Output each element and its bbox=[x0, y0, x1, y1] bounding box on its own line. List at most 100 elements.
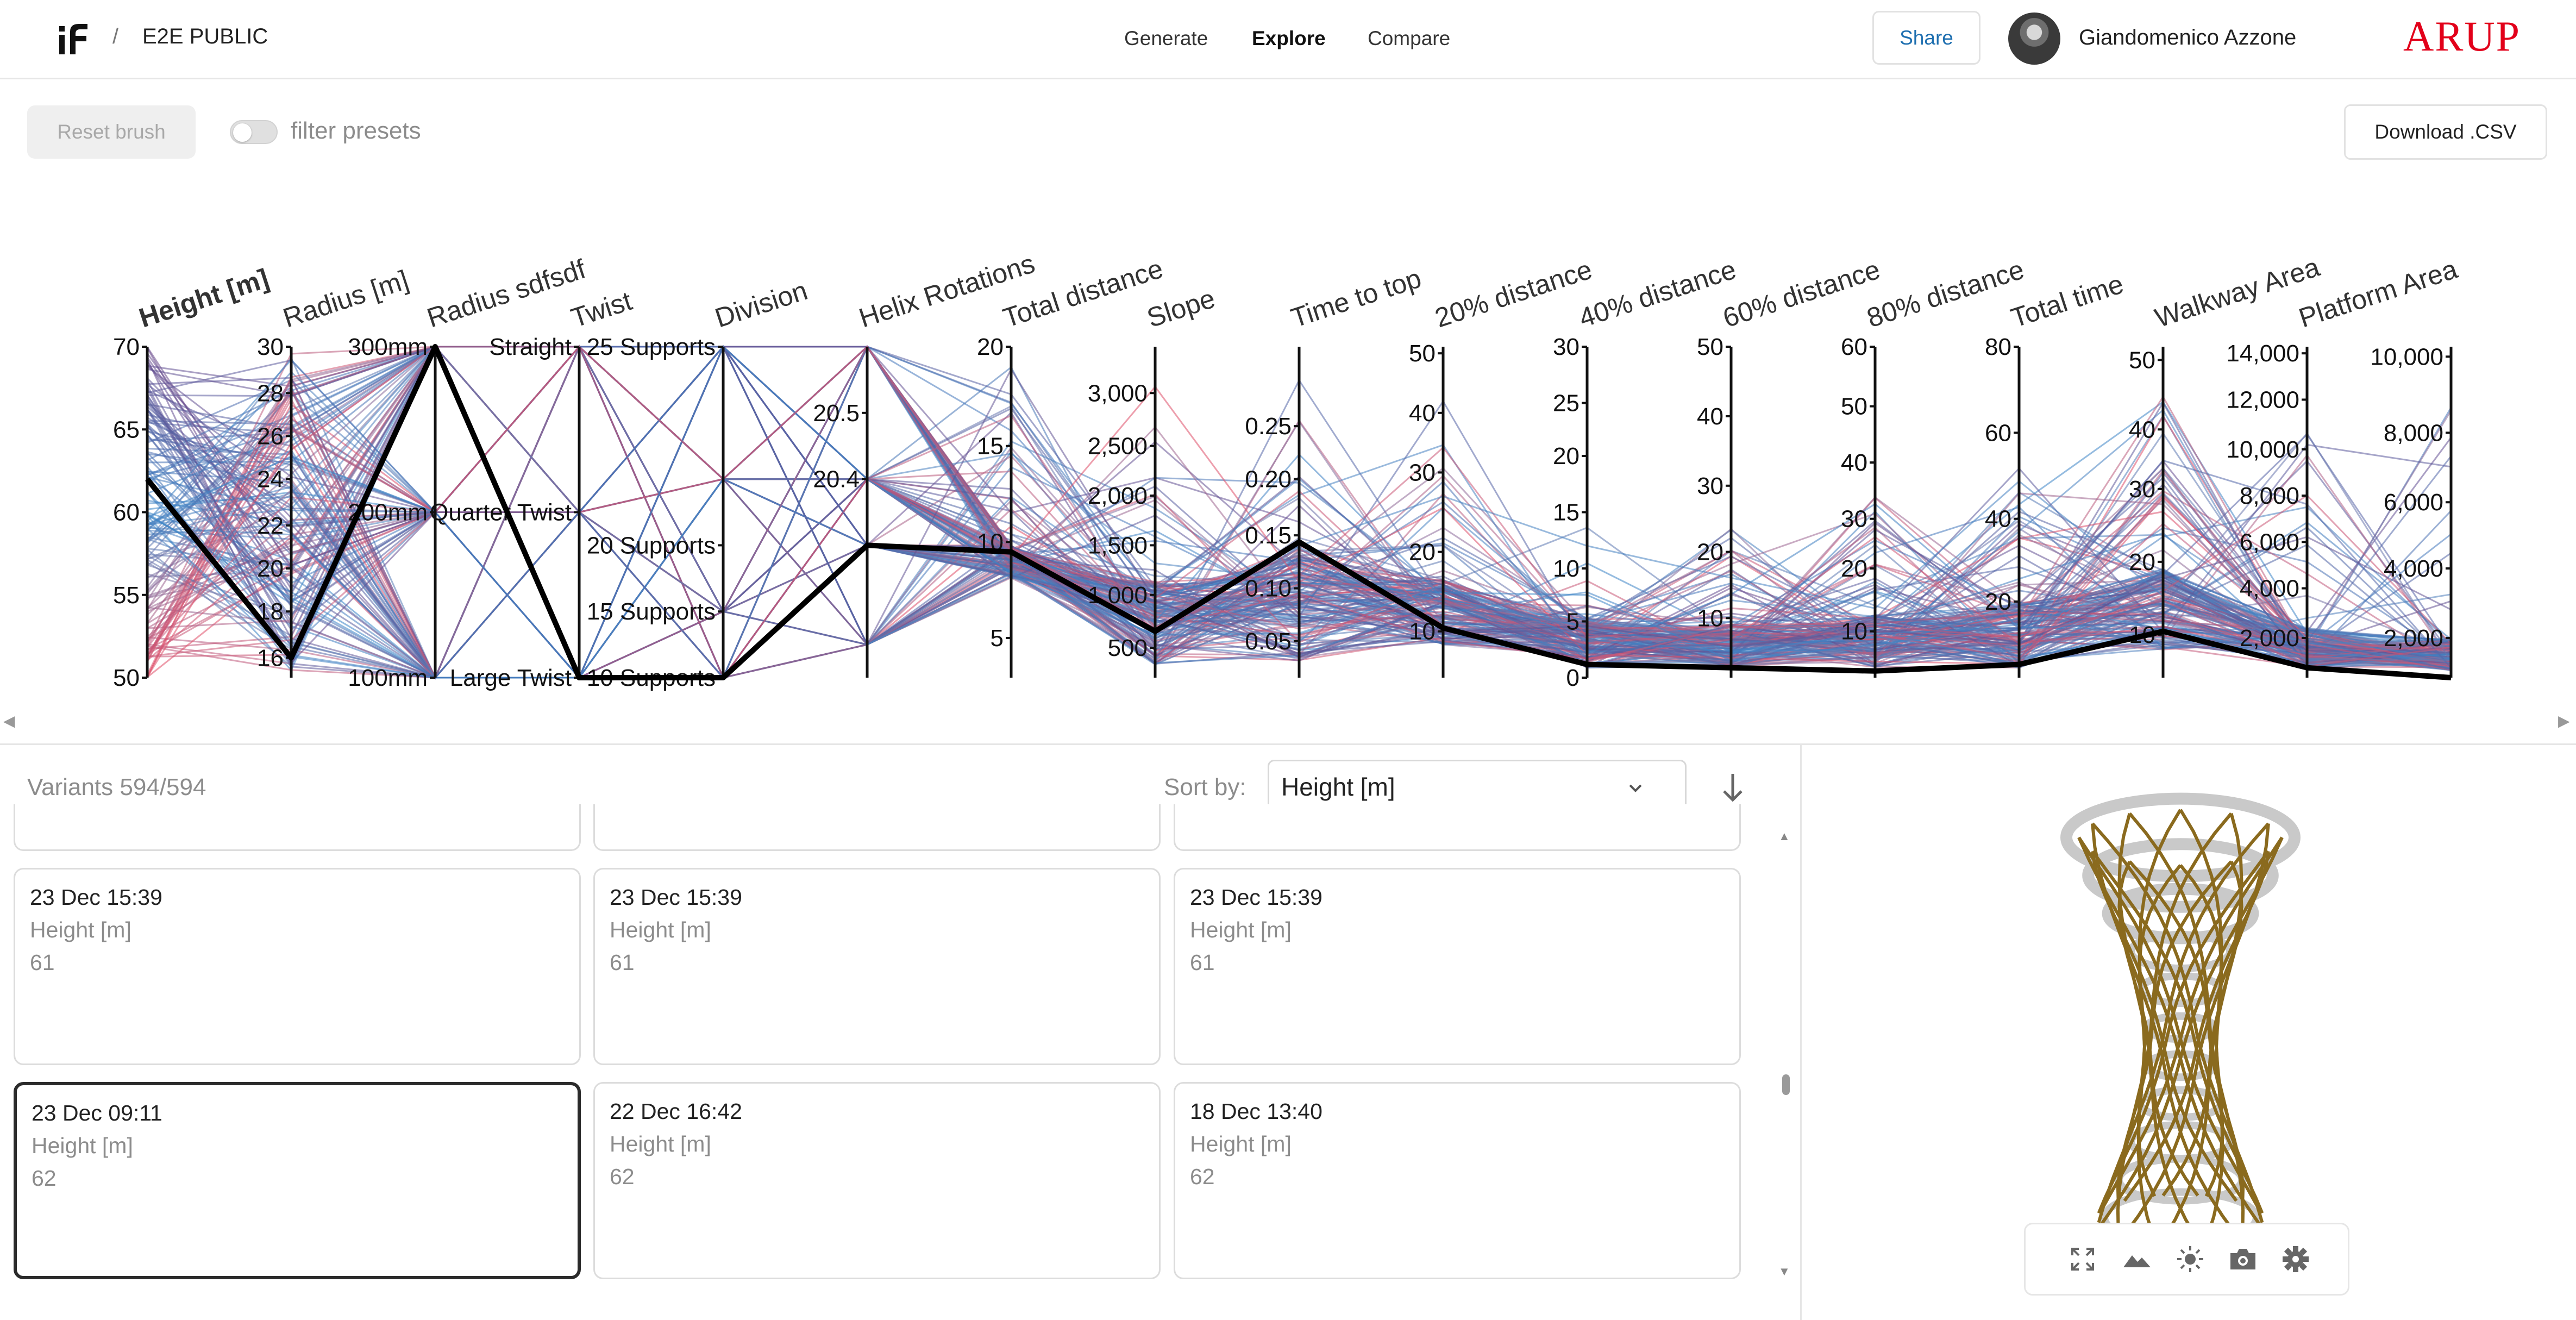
variant-card[interactable]: 23 Dec 15:39 Height [m] 61 bbox=[14, 868, 581, 1065]
axis-title[interactable]: Slope bbox=[1143, 283, 1219, 334]
nav-compare[interactable]: Compare bbox=[1368, 27, 1451, 49]
support-strut bbox=[2136, 809, 2182, 1240]
toggle-knob bbox=[233, 123, 252, 142]
sort-direction-button[interactable] bbox=[1716, 768, 1749, 806]
axis-tick-label: 0.25 bbox=[1245, 413, 1292, 440]
breadcrumb-separator: / bbox=[112, 24, 119, 48]
variant-card-partial[interactable] bbox=[1174, 804, 1741, 851]
variant-card[interactable]: 23 Dec 15:39 Height [m] 61 bbox=[593, 868, 1161, 1065]
axis-tick-label: 10,000 bbox=[2370, 343, 2443, 370]
axis-tick-label: 28 bbox=[257, 380, 284, 406]
axis-tick-label: 20 bbox=[2129, 549, 2155, 575]
variants-count: Variants 594/594 bbox=[27, 774, 206, 800]
model-viewer[interactable] bbox=[1802, 745, 2576, 1320]
project-name[interactable]: E2E PUBLIC bbox=[142, 24, 268, 48]
share-button[interactable]: Share bbox=[1872, 11, 1980, 65]
tower-struts bbox=[2077, 809, 2284, 1241]
download-csv-button[interactable]: Download .CSV bbox=[2344, 104, 2547, 160]
axis-tick-label: 0.10 bbox=[1245, 575, 1292, 602]
axis-tick-label: 24 bbox=[257, 466, 284, 493]
variant-card[interactable]: 22 Dec 16:42 Height [m] 62 bbox=[593, 1082, 1161, 1279]
variant-card-partial[interactable] bbox=[14, 804, 581, 851]
chart-scroll-right-icon[interactable]: ▶ bbox=[2558, 712, 2570, 729]
axis-title[interactable]: Radius sdfsdf bbox=[423, 254, 590, 334]
axis-title[interactable]: 40% distance bbox=[1575, 254, 1740, 333]
axis-title[interactable]: Walkway Area bbox=[2151, 252, 2323, 334]
filter-presets-toggle[interactable] bbox=[230, 120, 278, 144]
variant-card-partial[interactable] bbox=[593, 804, 1161, 851]
variant-card-metric: Height [m] bbox=[610, 1131, 711, 1156]
variant-card-date: 23 Dec 15:39 bbox=[30, 885, 162, 910]
axis-tick-label: 20 bbox=[1409, 539, 1436, 566]
chart-scroll-left-icon[interactable]: ◀ bbox=[3, 712, 15, 729]
sort-select[interactable]: Height [m] bbox=[1268, 760, 1687, 814]
axis-tick-label: 15 bbox=[977, 433, 1004, 460]
scroll-up-icon[interactable]: ▲ bbox=[1778, 829, 1790, 843]
camera-icon[interactable] bbox=[2224, 1240, 2262, 1278]
axis-tick-label: 30 bbox=[1697, 473, 1723, 499]
variant-card[interactable]: 23 Dec 09:11 Height [m] 62 bbox=[14, 1082, 581, 1279]
axis-tick-label: 10 bbox=[1841, 618, 1867, 645]
user-name[interactable]: Giandomenico Azzone bbox=[2079, 26, 2297, 49]
axis-tick-label: 30 bbox=[1409, 459, 1436, 486]
support-strut bbox=[2123, 823, 2270, 1236]
filter-presets-label: filter presets bbox=[291, 117, 421, 144]
terrain-icon[interactable] bbox=[2118, 1240, 2156, 1278]
list-top-mask bbox=[0, 745, 1771, 805]
axis-tick-label: 20 Supports bbox=[587, 532, 716, 559]
axis-title[interactable]: Division bbox=[711, 275, 811, 333]
axis-tick-label: 20 bbox=[977, 334, 1004, 360]
axis-tick-label: 30 bbox=[1841, 506, 1867, 533]
support-strut bbox=[2097, 822, 2270, 1223]
reset-brush-button[interactable]: Reset brush bbox=[27, 105, 196, 159]
axis-tick-label: 300mm bbox=[348, 334, 428, 360]
axis-tick-label: 2,000 bbox=[1088, 483, 1148, 509]
axis-tick-label: 1,000 bbox=[1088, 582, 1148, 609]
scroll-down-icon[interactable]: ▼ bbox=[1778, 1265, 1790, 1278]
axis-title[interactable]: Height [m] bbox=[135, 263, 272, 334]
axis-tick-label: 5 bbox=[991, 625, 1004, 652]
variant-card[interactable]: 18 Dec 13:40 Height [m] 62 bbox=[1174, 1082, 1741, 1279]
axis-tick-label: 70 bbox=[113, 334, 140, 360]
axis-tick-label: 4,000 bbox=[2240, 575, 2299, 602]
axis-tick-label: 40 bbox=[1697, 403, 1723, 430]
axis-tick-label: 22 bbox=[257, 512, 284, 539]
expand-icon[interactable] bbox=[2064, 1240, 2102, 1278]
nav-generate[interactable]: Generate bbox=[1124, 27, 1208, 49]
axis-tick-label: 2,500 bbox=[1088, 433, 1148, 460]
axis-title[interactable]: Twist bbox=[567, 285, 636, 333]
axis-tick-label: 3,000 bbox=[1088, 380, 1148, 406]
axis-tick-label: 14,000 bbox=[2226, 340, 2299, 367]
axis-tick-label: 40 bbox=[1985, 506, 2011, 533]
variant-card[interactable]: 23 Dec 15:39 Height [m] 61 bbox=[1174, 868, 1741, 1065]
axis-title[interactable]: Time to top bbox=[1287, 262, 1425, 333]
axis-tick-label: 20 bbox=[1697, 539, 1723, 566]
axis-title[interactable]: 20% distance bbox=[1431, 254, 1596, 333]
nav-explore[interactable]: Explore bbox=[1252, 27, 1326, 49]
axis-title[interactable]: Radius [m] bbox=[279, 264, 412, 333]
avatar[interactable] bbox=[2008, 12, 2060, 65]
axis-title[interactable]: 80% distance bbox=[1863, 254, 2028, 333]
sun-icon[interactable] bbox=[2171, 1240, 2209, 1278]
walkway-ring bbox=[2060, 792, 2301, 883]
axis-tick-label: 0.05 bbox=[1245, 628, 1292, 655]
section-divider bbox=[0, 743, 2576, 745]
axis-tick-label: 50 bbox=[1697, 334, 1723, 360]
axis-tick-label: 60 bbox=[1985, 420, 2011, 446]
logo-icon[interactable] bbox=[57, 21, 90, 57]
panel-divider bbox=[1800, 745, 1802, 1320]
axis-tick-label: 8,000 bbox=[2240, 483, 2299, 509]
axis-tick-label: Straight bbox=[489, 334, 572, 360]
highlighted-polyline[interactable] bbox=[145, 344, 2452, 680]
list-scrollbar-thumb[interactable] bbox=[1782, 1074, 1790, 1095]
variant-card-value: 62 bbox=[32, 1166, 57, 1191]
axis-tick-label: 50 bbox=[2129, 347, 2155, 373]
gear-icon[interactable] bbox=[2277, 1240, 2315, 1278]
axis-tick-label: 60 bbox=[113, 499, 140, 526]
axis-title[interactable]: Platform Area bbox=[2295, 254, 2461, 334]
axis-title[interactable]: 60% distance bbox=[1719, 254, 1884, 333]
axis-tick-label: 20 bbox=[257, 555, 284, 582]
axis-tick-label: 15 bbox=[1553, 499, 1580, 526]
axis-tick-label: 40 bbox=[1409, 400, 1436, 427]
